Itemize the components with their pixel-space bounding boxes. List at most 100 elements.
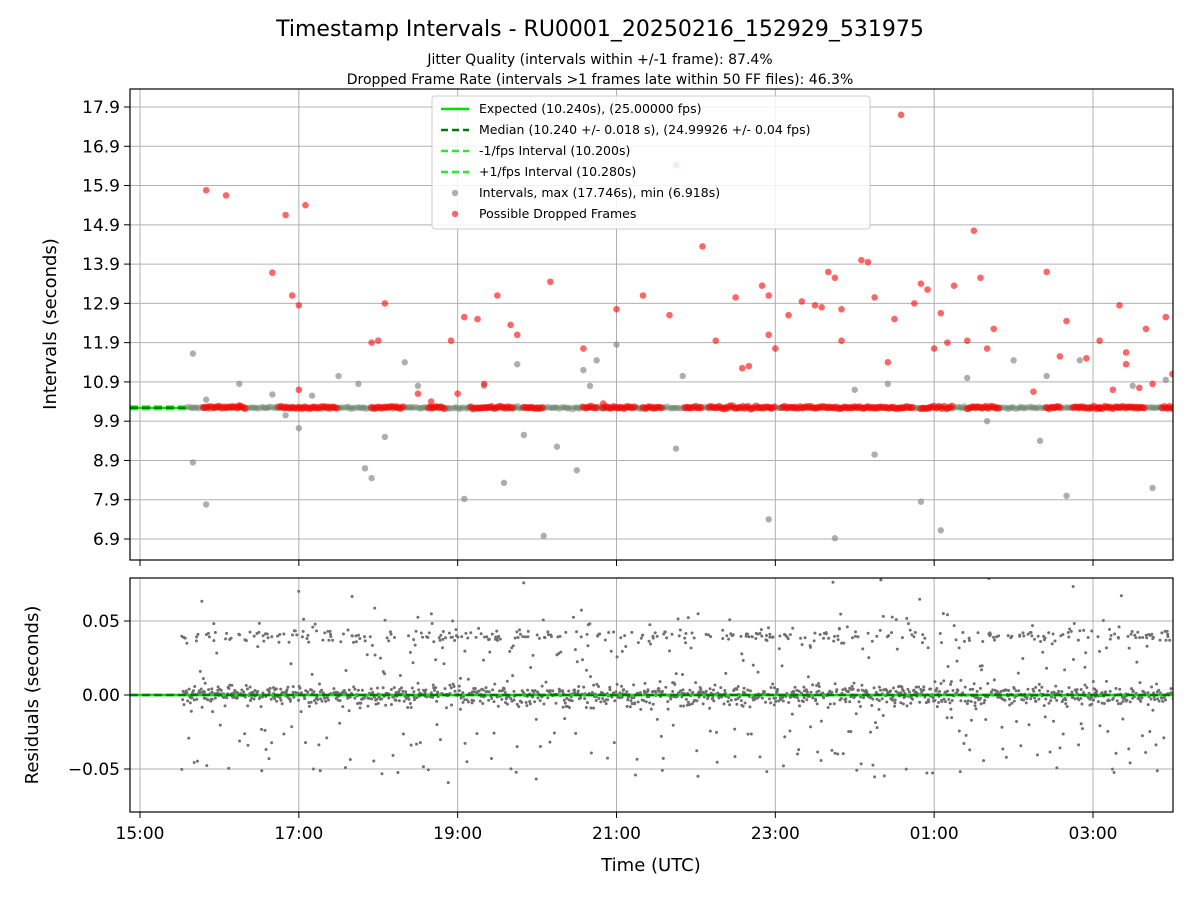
residual-point	[733, 755, 737, 759]
intervals-y-tick-label: 12.9	[82, 294, 120, 314]
residual-point	[298, 686, 302, 690]
intervals-y-tick-label: 16.9	[82, 137, 120, 157]
residual-point	[373, 606, 377, 610]
residual-point	[1010, 634, 1014, 638]
dropped-frame-point	[282, 211, 289, 219]
dropped-frame-point	[414, 390, 422, 397]
residual-point	[1033, 696, 1037, 700]
residual-point	[282, 632, 286, 636]
residual-point	[1040, 685, 1044, 689]
residual-point	[1169, 687, 1173, 691]
intervals-plot: 6.9 7.9 8.9 9.9 10.9 11.9 12.9 13.9 14.9 15.9 16.9…	[40, 88, 1174, 566]
residual-point	[1136, 630, 1140, 634]
residual-point	[636, 700, 640, 704]
residual-point	[1083, 665, 1087, 669]
residual-point	[669, 696, 673, 700]
residual-point	[762, 690, 766, 694]
residual-point	[346, 628, 350, 632]
residual-point	[896, 691, 900, 695]
residual-point	[973, 701, 977, 705]
residual-point	[726, 699, 730, 703]
residual-point	[348, 758, 352, 762]
residual-point	[212, 622, 216, 626]
residual-point	[666, 707, 670, 711]
dropped-frame-point	[1162, 313, 1170, 321]
residual-point	[904, 767, 908, 771]
residual-point	[453, 689, 457, 693]
residual-point	[673, 682, 677, 686]
residual-point	[901, 689, 905, 693]
residual-point	[347, 709, 351, 713]
residual-point	[809, 690, 813, 694]
x-tick-label: 23:00	[751, 824, 800, 844]
residual-point	[1098, 724, 1102, 728]
residual-point	[470, 701, 474, 705]
residual-point	[522, 581, 526, 585]
dropped-frame-point	[1096, 337, 1103, 344]
residual-point	[824, 632, 828, 636]
residual-point	[604, 702, 608, 706]
residual-point	[618, 696, 622, 700]
residual-point	[951, 688, 955, 692]
residual-point	[549, 635, 553, 639]
residual-point	[1022, 634, 1026, 638]
residual-point	[548, 689, 552, 693]
residual-point	[597, 696, 601, 700]
residual-point	[1159, 696, 1163, 700]
residual-point	[1091, 679, 1095, 683]
residual-point	[1048, 750, 1052, 754]
residual-point	[317, 743, 321, 747]
residual-point	[213, 631, 217, 635]
dropped-frame-point	[911, 300, 918, 307]
residual-point	[890, 615, 894, 619]
residual-point	[735, 702, 739, 706]
residual-point	[453, 638, 457, 642]
residual-point	[257, 630, 261, 634]
residual-point	[246, 704, 250, 708]
residual-point	[792, 690, 796, 694]
residual-point	[830, 748, 834, 752]
residual-point	[481, 701, 485, 705]
dropped-frame-point	[864, 258, 872, 266]
residual-point	[389, 687, 393, 691]
residual-point	[1106, 729, 1110, 733]
residual-point	[993, 638, 997, 642]
residual-point	[699, 688, 703, 692]
residual-point	[1150, 685, 1154, 689]
residual-point	[764, 633, 768, 637]
residual-point	[707, 633, 711, 637]
residual-point	[409, 706, 413, 710]
residual-point	[819, 719, 823, 723]
dropped-frame-point	[1136, 384, 1143, 392]
dropped-frame-point	[818, 303, 825, 311]
residual-point	[760, 696, 764, 700]
residual-point	[1144, 633, 1148, 637]
intervals-points	[184, 341, 1173, 542]
residual-point	[933, 699, 937, 703]
residual-point	[461, 691, 465, 695]
residual-point	[190, 696, 194, 700]
residual-point	[1140, 734, 1144, 738]
residual-point	[1001, 747, 1005, 751]
residual-point	[746, 688, 750, 692]
residual-point	[796, 696, 800, 700]
residual-point	[343, 766, 347, 770]
residual-point	[518, 632, 522, 636]
residual-point	[230, 683, 234, 687]
residual-point	[1004, 755, 1008, 759]
residual-point	[1021, 656, 1025, 660]
residual-point	[680, 673, 684, 677]
residual-point	[1021, 631, 1025, 635]
residual-point	[181, 698, 185, 702]
dropped-frame-point	[884, 358, 892, 366]
residual-point	[1012, 687, 1016, 691]
residual-point	[629, 699, 633, 703]
residual-point	[203, 681, 207, 685]
residual-point	[538, 744, 542, 748]
residual-point	[1082, 691, 1086, 695]
residual-point	[270, 741, 274, 745]
residual-point	[797, 689, 801, 693]
legend-minus-fps-label: -1/fps Interval (10.200s)	[479, 143, 630, 158]
dropped-frame-point	[712, 337, 720, 344]
residual-point	[207, 635, 211, 639]
